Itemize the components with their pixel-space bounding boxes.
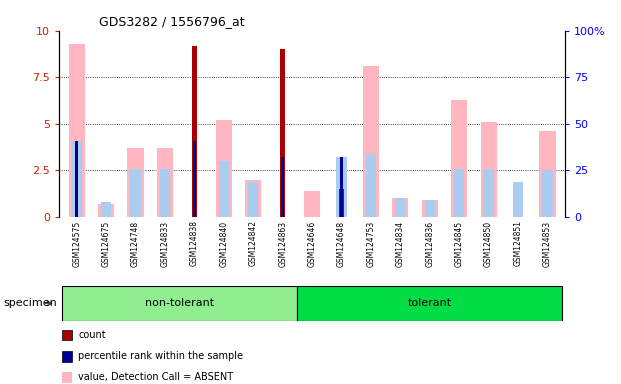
Bar (425, 200, 435, 217)
Bar (192, 46, 197, 217)
Text: GSM124838: GSM124838 (190, 220, 199, 266)
Bar (337, 157, 347, 217)
Bar (451, 99, 467, 217)
Bar (304, 191, 320, 217)
Bar (395, 199, 406, 217)
Bar (62, 286, 297, 321)
Text: GSM124842: GSM124842 (248, 220, 258, 266)
Text: GSM124850: GSM124850 (484, 220, 493, 266)
Text: GSM124753: GSM124753 (366, 220, 376, 266)
Bar (130, 169, 140, 217)
Bar (339, 189, 344, 217)
Bar (513, 182, 523, 217)
Text: GSM124675: GSM124675 (102, 220, 111, 266)
Bar (484, 169, 494, 217)
Bar (363, 66, 379, 217)
Text: value, Detection Call = ABSENT: value, Detection Call = ABSENT (78, 372, 233, 382)
Bar (98, 204, 114, 217)
Bar (193, 141, 196, 217)
Bar (127, 148, 143, 217)
Bar (245, 180, 261, 217)
Bar (392, 199, 409, 217)
Text: GSM124863: GSM124863 (278, 220, 287, 266)
Text: GSM124836: GSM124836 (425, 220, 434, 266)
Text: non-tolerant: non-tolerant (145, 298, 214, 308)
Text: GSM124833: GSM124833 (160, 220, 170, 266)
Text: GSM124851: GSM124851 (514, 220, 522, 266)
Text: GSM124748: GSM124748 (131, 220, 140, 266)
Bar (157, 148, 173, 217)
Text: tolerant: tolerant (408, 298, 452, 308)
Text: percentile rank within the sample: percentile rank within the sample (78, 351, 243, 361)
Text: GSM124648: GSM124648 (337, 220, 346, 266)
Bar (248, 182, 258, 217)
Text: count: count (78, 330, 106, 340)
Bar (340, 157, 343, 217)
Text: GSM124840: GSM124840 (219, 220, 229, 266)
Bar (542, 170, 553, 217)
Text: GSM124845: GSM124845 (455, 220, 464, 266)
Text: GSM124575: GSM124575 (72, 220, 81, 266)
Bar (215, 120, 232, 217)
Bar (481, 122, 497, 217)
Bar (281, 157, 284, 217)
Bar (75, 141, 78, 217)
Bar (101, 202, 111, 217)
Bar (280, 50, 285, 217)
Bar (71, 141, 82, 217)
Bar (422, 200, 438, 217)
Bar (366, 154, 376, 217)
Bar (219, 161, 229, 217)
Bar (68, 44, 84, 217)
Bar (160, 169, 170, 217)
Bar (454, 169, 465, 217)
Text: GSM124853: GSM124853 (543, 220, 552, 266)
Bar (297, 286, 562, 321)
Text: GDS3282 / 1556796_at: GDS3282 / 1556796_at (99, 15, 245, 28)
Text: GSM124646: GSM124646 (307, 220, 317, 266)
Text: GSM124834: GSM124834 (396, 220, 405, 266)
Bar (540, 131, 556, 217)
Text: specimen: specimen (3, 298, 57, 308)
